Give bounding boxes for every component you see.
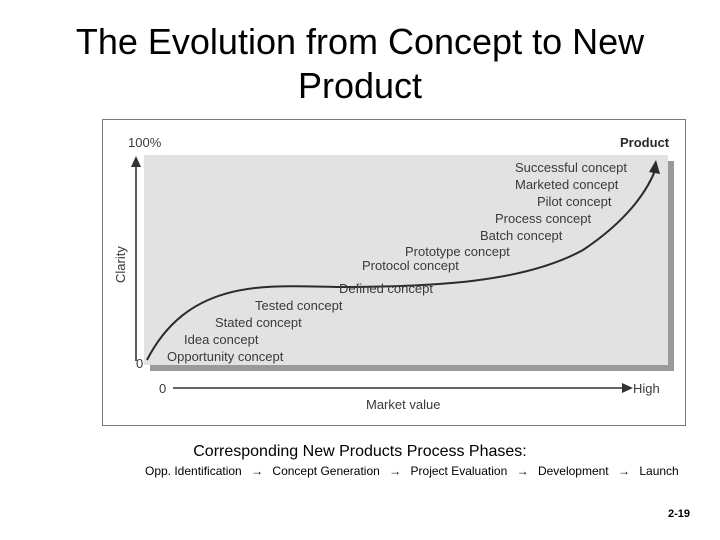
phase-item: Concept Generation — [272, 464, 380, 478]
concept-label: Batch concept — [480, 228, 563, 243]
curve-end-label: Product — [620, 135, 670, 150]
right-arrow-icon: → — [389, 464, 402, 478]
right-arrow-icon: → — [251, 464, 264, 478]
concept-evolution-diagram: 100% 0 Clarity 0 High Market value Produ… — [113, 135, 674, 412]
concept-label: Stated concept — [215, 315, 302, 330]
concept-label: Tested concept — [255, 298, 343, 313]
concept-label: Process concept — [495, 211, 591, 226]
y-bottom-label: 0 — [136, 356, 143, 371]
concept-label: Opportunity concept — [167, 349, 284, 364]
phases-heading: Corresponding New Products Process Phase… — [193, 443, 527, 460]
x-start-label: 0 — [159, 381, 166, 396]
right-arrow-icon: → — [618, 464, 630, 478]
phases-sequence: Opp. Identification → Concept Generation… — [145, 464, 679, 478]
x-axis-arrowhead — [622, 383, 633, 393]
y-top-label: 100% — [128, 135, 162, 150]
slide-title-line-2: Product — [297, 65, 423, 106]
phase-item: Launch — [639, 464, 679, 478]
phase-item: Opp. Identification — [145, 464, 242, 478]
concept-evolution-figure: 100% 0 Clarity 0 High Market value Produ… — [102, 119, 686, 426]
concept-label: Marketed concept — [515, 177, 619, 192]
phase-item: Project Evaluation — [410, 464, 508, 478]
x-end-label: High — [633, 381, 660, 396]
phase-item: Development — [537, 464, 609, 478]
concept-label: Prototype concept — [405, 244, 510, 259]
concept-label: Defined concept — [339, 281, 433, 296]
plot-panel — [144, 155, 668, 365]
curve-arrowhead — [649, 160, 660, 174]
slide-title-line-1: The Evolution from Concept to New — [75, 21, 645, 62]
evolution-curve — [146, 167, 657, 361]
slide-number: 2-19 — [667, 508, 690, 520]
right-arrow-icon: → — [516, 464, 529, 478]
slide-title: The Evolution from Concept to New Produc… — [20, 20, 700, 108]
x-axis-label: Market value — [366, 397, 440, 412]
concept-label: Successful concept — [515, 160, 627, 175]
y-axis-label: Clarity — [113, 246, 128, 283]
concept-label: Protocol concept — [362, 258, 459, 273]
concept-label: Pilot concept — [537, 194, 612, 209]
y-axis-arrowhead — [131, 156, 141, 167]
concept-label: Idea concept — [184, 332, 259, 347]
